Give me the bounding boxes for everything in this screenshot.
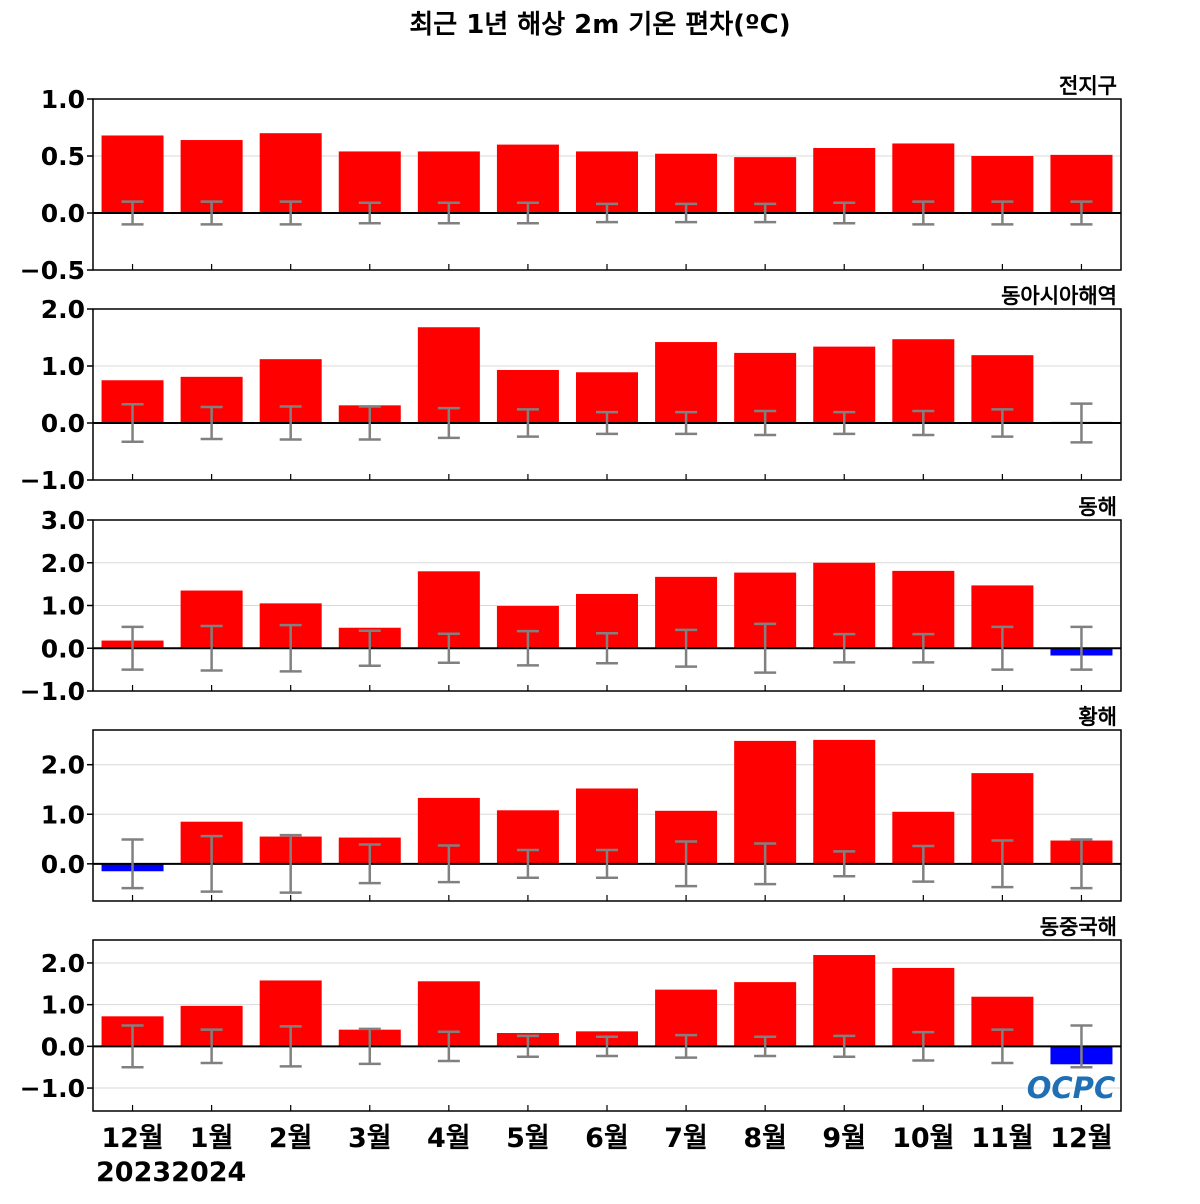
x-tick-label: 2월	[269, 1123, 313, 1154]
bar	[813, 346, 876, 423]
y-tick-label: 0.0	[41, 409, 85, 438]
y-tick-label: 2.0	[41, 751, 85, 780]
bar	[101, 135, 164, 213]
panel-frame	[92, 98, 1122, 271]
y-tick-label: 1.0	[41, 592, 85, 621]
y-tick-label: 0.0	[41, 634, 85, 663]
y-tick-label: 3.0	[41, 506, 85, 535]
y-tick-label: 0.0	[41, 850, 85, 879]
bar	[259, 133, 322, 213]
x-tick-label: 12월	[101, 1123, 163, 1154]
y-tick-label: 2.0	[41, 295, 85, 324]
panel-3: −1.0 0.0 1.0 2.0 3.0 동해	[20, 495, 1122, 706]
panel-frame	[92, 308, 1122, 481]
x-tick-label: 4월	[427, 1123, 471, 1154]
figure-title: 최근 1년 해상 2m 기온 편차(ºC)	[409, 10, 791, 40]
x-tick-label: 5월	[506, 1123, 550, 1154]
x-tick-label: 7월	[664, 1123, 708, 1154]
panel-title: 황해	[1078, 705, 1117, 729]
y-tick-label: 1.0	[41, 991, 85, 1020]
panel-title: 동해	[1078, 495, 1117, 519]
x-tick-label: 10월	[892, 1123, 954, 1154]
y-tick-label: 2.0	[41, 549, 85, 578]
x-tick-label: 11월	[971, 1123, 1033, 1154]
year-label-1: 2023	[96, 1157, 171, 1188]
panel-frame	[92, 729, 1122, 902]
y-tick-label: 0.5	[41, 142, 85, 171]
bar	[892, 339, 955, 423]
year-label-2: 2024	[171, 1157, 246, 1188]
y-tick-label: −0.5	[20, 256, 85, 285]
x-tick-label: 3월	[348, 1123, 392, 1154]
panel-1: −0.5 0.0 0.5 1.0 전지구	[20, 74, 1122, 285]
y-tick-label: 0.0	[41, 1032, 85, 1061]
bar	[813, 739, 876, 864]
y-tick-label: 1.0	[41, 800, 85, 829]
ocpc-logo: OCPC	[1027, 1071, 1115, 1105]
year-label: 20232024	[96, 1157, 246, 1188]
x-tick-label: 9월	[822, 1123, 866, 1154]
bar	[655, 342, 718, 423]
panel-2: −1.0 0.0 1.0 2.0 동아시아해역	[20, 284, 1122, 495]
panel-title: 동아시아해역	[1001, 284, 1117, 308]
panel-frame	[92, 939, 1122, 1112]
y-tick-label: 1.0	[41, 352, 85, 381]
x-tick-label: 1월	[190, 1123, 234, 1154]
x-tick-label: 8월	[743, 1123, 787, 1154]
panel-4: 0.0 1.0 2.0 황해	[41, 705, 1122, 902]
x-tick-label: 12월	[1050, 1123, 1112, 1154]
panel-title: 전지구	[1059, 74, 1117, 98]
y-tick-label: 1.0	[41, 85, 85, 114]
panel-title: 동중국해	[1040, 915, 1117, 939]
y-tick-label: −1.0	[20, 466, 85, 495]
x-tick-label: 6월	[585, 1123, 629, 1154]
y-tick-label: −1.0	[20, 1074, 85, 1103]
y-tick-label: −1.0	[20, 677, 85, 706]
panel-5: −1.0 0.0 1.0 2.0 동중국해	[20, 915, 1122, 1112]
y-tick-label: 2.0	[41, 949, 85, 978]
bar	[813, 955, 876, 1047]
y-tick-label: 0.0	[41, 199, 85, 228]
